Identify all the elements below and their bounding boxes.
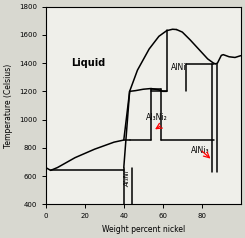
X-axis label: Weight percent nickel: Weight percent nickel	[102, 225, 185, 234]
Text: Liquid: Liquid	[72, 58, 106, 68]
Text: AlNi₃: AlNi₃	[191, 146, 209, 155]
Text: Al₃Ni₂: Al₃Ni₂	[146, 113, 168, 122]
Text: AlNi: AlNi	[171, 63, 186, 72]
Text: Al₃Ni: Al₃Ni	[125, 170, 131, 187]
Y-axis label: Temperature (Celsius): Temperature (Celsius)	[4, 63, 13, 148]
